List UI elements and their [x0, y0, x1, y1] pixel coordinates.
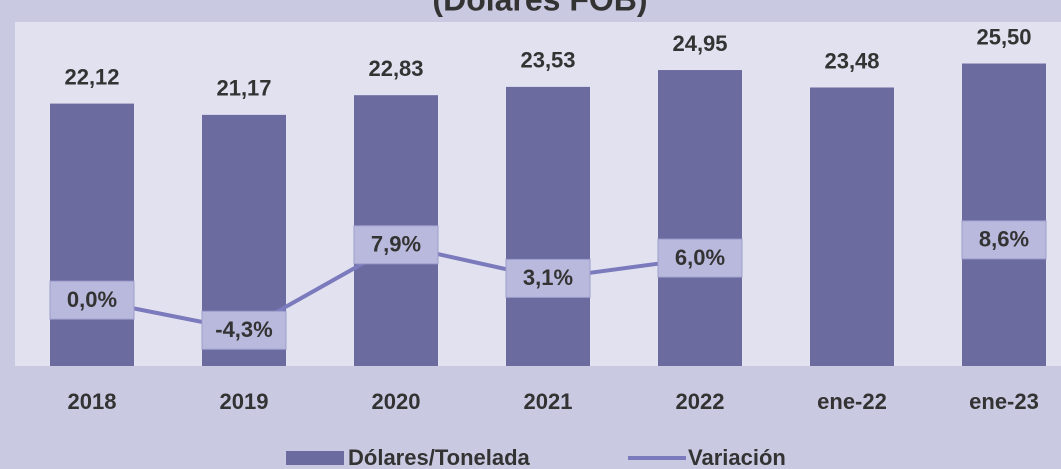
data-label: 3,1% — [523, 265, 573, 290]
data-label: 24,95 — [672, 31, 727, 56]
data-label: 22,83 — [368, 56, 423, 81]
x-tick-label: 2020 — [372, 389, 421, 414]
data-label: 8,6% — [979, 227, 1029, 252]
x-tick-label: 2018 — [68, 389, 117, 414]
data-label: 7,9% — [371, 232, 421, 257]
data-label-box — [49, 280, 135, 320]
legend-label: Variación — [688, 445, 786, 469]
data-label: 22,12 — [64, 64, 119, 89]
legend-label: Dólares/Tonelada — [348, 445, 531, 469]
data-label: 0,0% — [67, 287, 117, 312]
legend-swatch — [286, 451, 344, 465]
data-label: 25,50 — [976, 24, 1031, 49]
data-label: 6,0% — [675, 245, 725, 270]
x-tick-label: ene-22 — [817, 389, 887, 414]
bar — [810, 87, 894, 366]
x-tick-label: 2022 — [676, 389, 725, 414]
x-tick-label: 2021 — [524, 389, 573, 414]
bar — [658, 70, 742, 366]
data-label-box — [505, 258, 591, 298]
data-label-box — [961, 220, 1047, 260]
data-label: -4,3% — [215, 317, 272, 342]
x-tick-label: ene-23 — [969, 389, 1039, 414]
bar — [506, 86, 590, 366]
data-label-box — [353, 225, 439, 265]
chart-title: (Dólares FOB) — [432, 0, 647, 17]
bar — [50, 103, 134, 367]
bar — [962, 63, 1046, 366]
data-label-box — [657, 238, 743, 278]
data-label: 23,48 — [824, 48, 879, 73]
data-label-box — [201, 310, 287, 350]
data-label: 23,53 — [520, 48, 575, 73]
x-tick-label: 2019 — [220, 389, 269, 414]
data-label: 21,17 — [216, 76, 271, 101]
